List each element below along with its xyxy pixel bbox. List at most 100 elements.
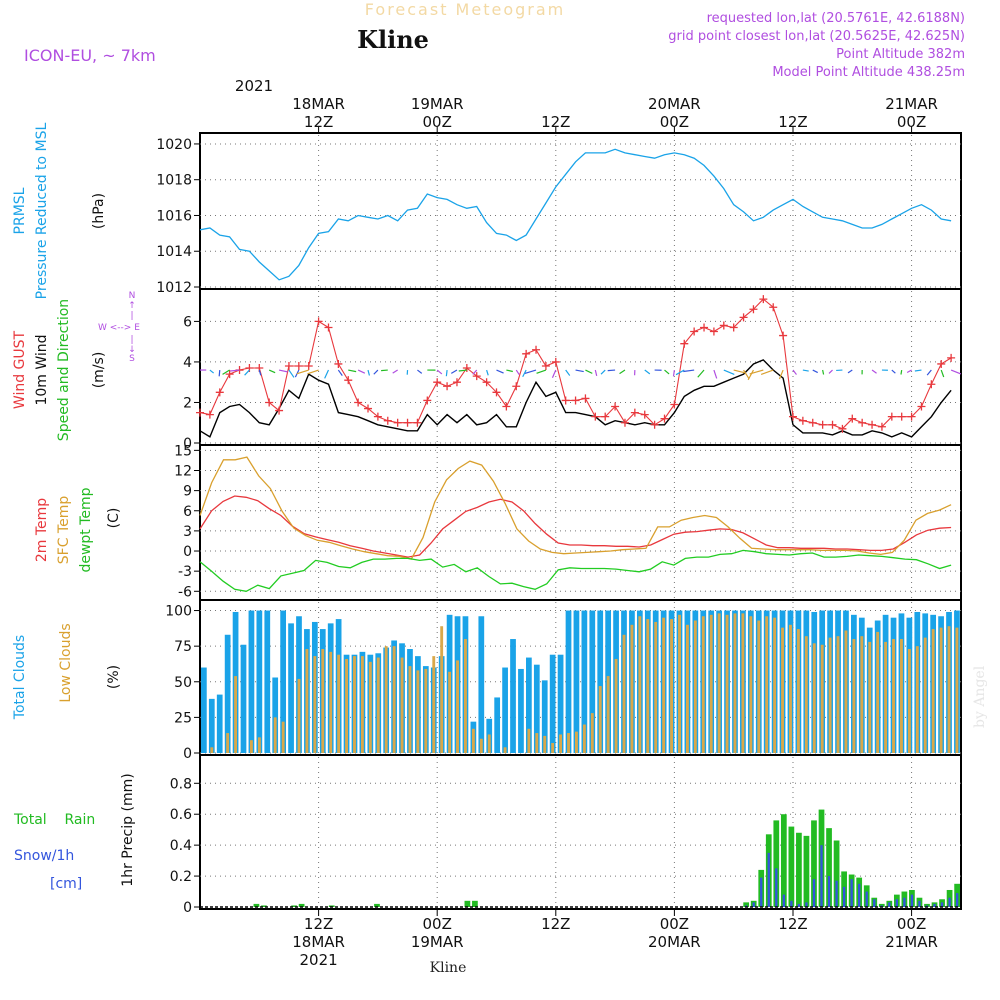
low-cloud-bar xyxy=(947,626,951,753)
low-cloud-bar xyxy=(804,636,808,753)
y-tick-label: 6 xyxy=(183,314,192,330)
y-tick-label: 25 xyxy=(174,710,192,726)
svg-text:S: S xyxy=(129,354,135,364)
wind-direction-arrow xyxy=(891,369,896,374)
gust-marker xyxy=(581,394,590,403)
gust-marker xyxy=(887,412,896,421)
wind-direction-arrow xyxy=(472,369,478,375)
bottom-date-label: 21MAR xyxy=(885,933,938,951)
rain-bar xyxy=(328,905,335,907)
low-cloud-bar xyxy=(638,616,642,753)
low-cloud-bar xyxy=(257,737,261,753)
bottom-date-label: 18MAR xyxy=(292,933,345,951)
svg-text:N: N xyxy=(129,291,136,301)
wind-direction-arrow xyxy=(760,369,774,376)
total-cloud-bar xyxy=(216,694,223,753)
temperature-panel-frame xyxy=(199,444,962,601)
wind-direction-arrow xyxy=(417,369,423,374)
low-cloud-bar xyxy=(527,728,531,753)
gust-marker xyxy=(324,323,333,332)
gust-marker xyxy=(472,372,481,381)
gust-marker xyxy=(700,323,709,332)
low-cloud-bar xyxy=(535,733,539,753)
wind-direction-arrow xyxy=(585,369,593,374)
wind-direction-arrow xyxy=(940,369,945,378)
gust-marker xyxy=(729,323,738,332)
rain-bar xyxy=(780,814,787,907)
low-cloud-bar xyxy=(424,668,428,753)
clouds-unit: (%) xyxy=(106,665,122,689)
wind-direction-arrow xyxy=(268,369,276,374)
gust-marker xyxy=(522,349,531,358)
low-cloud-bar xyxy=(606,676,610,753)
temp-label-2m: 2m Temp xyxy=(34,498,50,562)
low-cloud-bar xyxy=(590,713,594,753)
gust-marker xyxy=(383,416,392,425)
gust-marker xyxy=(196,408,204,417)
total-cloud-bar xyxy=(280,610,286,753)
rain-bar xyxy=(298,903,305,907)
y-tick-label: 2 xyxy=(183,395,192,411)
bottom-hour-label: 00Z xyxy=(660,915,689,933)
low-cloud-bar xyxy=(321,649,325,753)
low-cloud-bar xyxy=(670,619,673,753)
pressure-panel: 1012 1014 1016 1018 1020 xyxy=(156,135,961,296)
gust-marker xyxy=(462,364,471,373)
wind-direction-arrow xyxy=(607,369,616,372)
gust-marker xyxy=(868,420,877,429)
snow-bar xyxy=(940,902,944,907)
low-cloud-bar xyxy=(923,637,927,753)
top-hour-label: 12Z xyxy=(541,113,570,131)
top-date-label: 20MAR xyxy=(648,95,701,113)
wind-direction-arrow xyxy=(436,369,443,375)
low-cloud-bar xyxy=(812,643,816,753)
t2m-line xyxy=(199,495,952,558)
low-cloud-bar xyxy=(955,627,959,753)
y-tick-label: 1016 xyxy=(156,208,192,224)
precip-panel: 0 0.2 0.4 0.6 0.8 xyxy=(170,757,961,916)
precip-panel-frame xyxy=(199,754,962,910)
wind-direction-arrow xyxy=(450,369,458,374)
snow-bar xyxy=(925,905,929,907)
low-cloud-bar xyxy=(939,627,943,753)
low-cloud-bar xyxy=(860,636,864,753)
snow-bar xyxy=(812,879,816,907)
rain-bar xyxy=(796,832,802,907)
gust-marker xyxy=(937,359,946,368)
low-cloud-bar xyxy=(852,639,856,753)
wind-direction-arrow xyxy=(723,369,735,375)
top-date-label: 18MAR xyxy=(292,95,345,113)
low-cloud-bar xyxy=(448,671,452,753)
wind-direction-arrow xyxy=(324,369,330,379)
snow-bar xyxy=(880,905,883,907)
precip-label-snow: Snow/1h xyxy=(14,848,74,864)
snow-bar xyxy=(850,879,853,907)
low-cloud-bar xyxy=(479,738,483,753)
y-tick-label: 0.6 xyxy=(170,807,192,823)
wind-direction-arrow xyxy=(822,369,825,375)
snow-bar xyxy=(888,902,891,907)
total-cloud-bar xyxy=(256,610,263,753)
gust-marker xyxy=(571,396,580,405)
y-tick-label: 50 xyxy=(174,675,192,691)
snow-bar xyxy=(910,894,914,907)
pressure-line xyxy=(199,148,952,281)
gust-marker xyxy=(265,398,274,407)
pressure-label-line-2: Pressure Reduced to MSL xyxy=(34,122,50,299)
gust-marker xyxy=(907,412,916,421)
rain-bar xyxy=(811,820,817,907)
bottom-hour-label: 12Z xyxy=(304,915,333,933)
total-cloud-bar xyxy=(201,667,207,753)
wind-direction-arrow xyxy=(218,369,221,377)
precip-label: Total Rain Snow/1h [cm] 1hr Precip (mm) xyxy=(13,773,136,892)
total-cloud-bar xyxy=(494,697,501,753)
gust-marker xyxy=(927,380,936,389)
wind-direction-arrow xyxy=(594,369,598,377)
low-cloud-bar xyxy=(741,613,745,753)
requested-coords: requested lon,lat (20.5761E, 42.6188N) xyxy=(707,11,965,26)
svg-text:↓: ↓ xyxy=(128,345,136,355)
wind-direction-arrow xyxy=(565,369,571,376)
low-cloud-bar xyxy=(598,686,602,753)
wind-label-10m: 10m Wind xyxy=(34,334,50,405)
